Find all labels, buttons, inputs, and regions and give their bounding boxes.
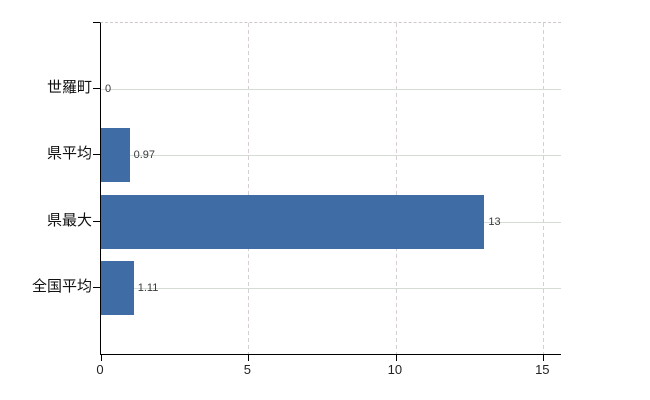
category-label: 県平均 [46,145,92,163]
bar-value-label: 0 [105,83,112,96]
category-label: 全国平均 [31,277,92,295]
bar [101,194,485,249]
plot-area: 0 0.97 13 1.11 [100,22,561,361]
horizontal-gridline [101,287,561,289]
bar [101,128,130,183]
category-label: 世羅町 [46,79,92,97]
horizontal-gridline [101,155,561,157]
horizontal-gridline [101,89,561,91]
bar [101,260,134,315]
bar-value-label: 0.97 [133,149,156,162]
y-axis-tick [93,88,100,90]
category-label: 県最大 [46,211,92,229]
y-axis-tick [93,286,100,288]
x-axis-tick [101,355,102,361]
x-axis-tick-label: 5 [243,362,252,377]
x-axis-tick-label: 10 [387,362,403,377]
y-axis-tick [93,154,100,156]
vertical-gridline [248,23,250,354]
x-axis-tick [248,355,250,361]
y-axis-end-tick [93,22,100,23]
bar-value-label: 13 [488,215,501,228]
bar-value-label: 1.11 [137,281,159,294]
vertical-gridline [543,23,545,354]
y-axis-tick [93,220,100,222]
x-axis-tick-label: 15 [535,362,550,377]
x-axis-tick [395,355,397,361]
x-axis-tick-label: 0 [96,362,104,377]
x-axis-tick [543,355,545,361]
vertical-gridline [395,23,397,354]
